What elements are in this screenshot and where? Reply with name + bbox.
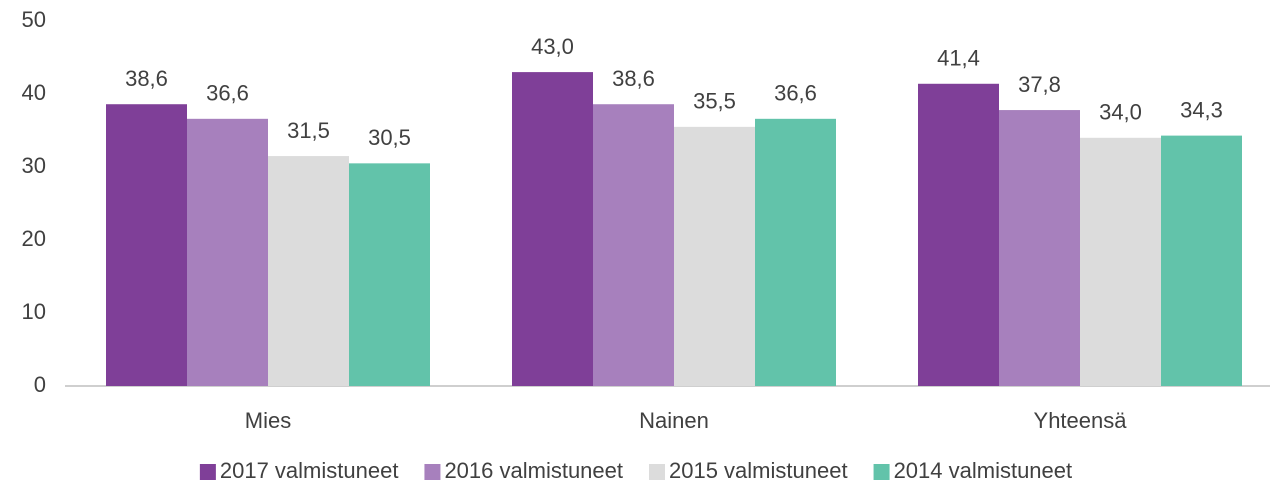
data-label: 34,3 [1180,97,1223,122]
data-label: 41,4 [937,46,980,71]
bar [349,163,430,386]
data-label: 38,6 [612,66,655,91]
data-label: 37,8 [1018,72,1061,97]
bar [918,83,999,386]
y-tick-label: 20 [22,226,46,251]
legend-label: 2015 valmistuneet [669,458,848,483]
bar [674,126,755,386]
y-tick-label: 40 [22,80,46,105]
x-tick-label: Mies [245,408,291,433]
data-label: 30,5 [368,125,411,150]
legend-swatch [424,464,441,480]
y-tick-label: 10 [22,299,46,324]
data-label: 36,6 [774,81,817,106]
data-label: 38,6 [125,66,168,91]
legend-label: 2016 valmistuneet [444,458,623,483]
legend-swatch [649,464,665,480]
bar [755,118,836,386]
y-tick-label: 0 [34,372,46,397]
legend-label: 2017 valmistuneet [220,458,399,483]
bar [106,104,187,386]
data-label: 35,5 [693,89,736,114]
x-tick-label: Nainen [639,408,709,433]
legend-swatch [199,464,216,480]
legend-label: 2014 valmistuneet [894,458,1073,483]
x-tick-label: Yhteensä [1034,408,1128,433]
y-tick-label: 30 [22,153,46,178]
legend-swatch [873,464,890,480]
data-label: 31,5 [287,118,330,143]
data-label: 43,0 [531,34,574,59]
data-label: 36,6 [206,81,249,106]
bar [593,104,674,386]
bar [268,156,349,386]
bar [1161,135,1242,386]
y-tick-label: 50 [22,7,46,32]
bar [999,110,1080,386]
bar [512,72,593,386]
bar [187,118,268,386]
bar [1080,137,1161,386]
data-label: 34,0 [1099,100,1142,125]
